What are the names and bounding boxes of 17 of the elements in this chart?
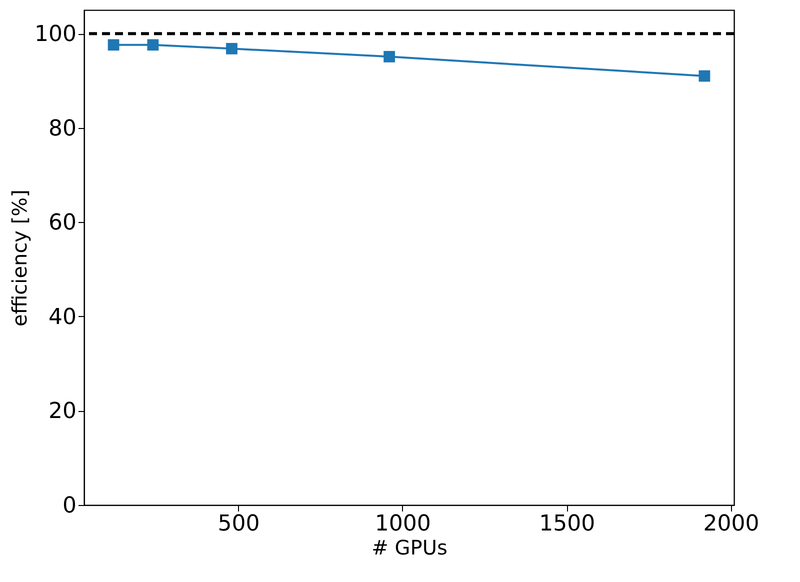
y-tick-label: 100 — [34, 22, 76, 48]
x-tick-label: 1000 — [374, 512, 431, 536]
x-tick-label: 500 — [218, 512, 260, 536]
point — [698, 70, 710, 82]
x-tick-label: 2000 — [703, 512, 760, 536]
y-tick-label: 80 — [48, 116, 76, 142]
x-tick-label: 1500 — [539, 512, 596, 536]
y-tick-label: 20 — [48, 399, 76, 424]
point — [384, 50, 396, 62]
y-axis-title: efficiency [%] — [8, 190, 32, 326]
y-tick-label: 60 — [48, 210, 76, 236]
y-tick-label: 0 — [62, 494, 76, 518]
x-axis-title: # GPUs — [372, 536, 448, 560]
y-tick-label: 40 — [48, 304, 76, 330]
point — [226, 42, 238, 54]
point — [147, 39, 159, 51]
point — [108, 39, 120, 51]
